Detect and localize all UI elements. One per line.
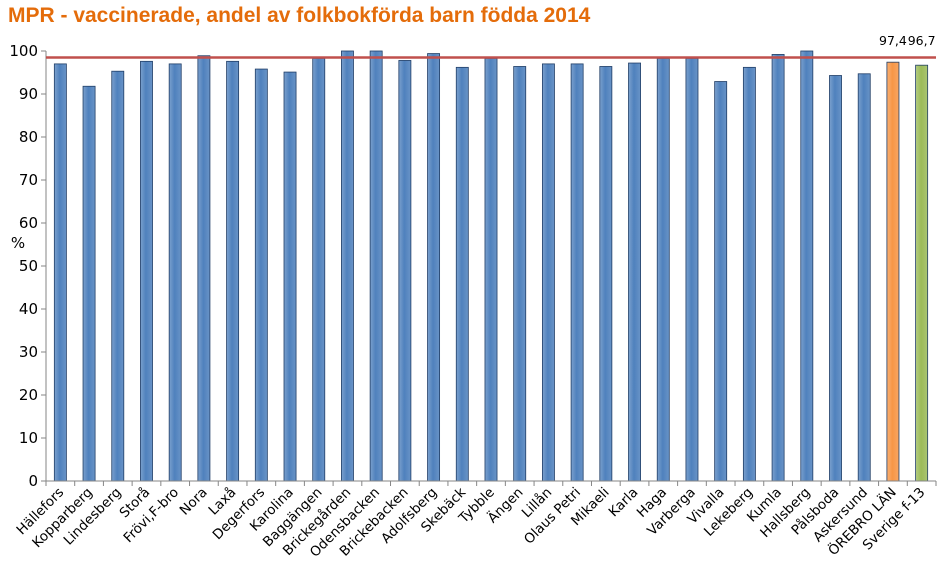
- y-axis: 0 10 20 30 40 50 60 70 80 90 100: [9, 42, 47, 490]
- y-tick-label: 20: [19, 386, 38, 404]
- bar: [398, 60, 412, 482]
- bar: [82, 85, 96, 482]
- bar: [427, 53, 441, 482]
- bar: [829, 75, 842, 482]
- data-label: 97,4: [879, 33, 907, 48]
- bar: [570, 63, 584, 482]
- x-tick-label: Karla: [606, 485, 642, 521]
- data-label: 96,7: [908, 33, 936, 48]
- y-tick-label: 10: [19, 429, 38, 447]
- bar: [168, 63, 182, 482]
- bar: [513, 66, 527, 482]
- data-labels: 97,4 96,7: [879, 33, 936, 48]
- y-tick-label: 60: [19, 214, 38, 232]
- x-tick-label: Nora: [177, 485, 211, 519]
- bar: [254, 68, 268, 482]
- bar: [455, 66, 469, 482]
- bar: [226, 60, 240, 482]
- bar: [140, 60, 153, 482]
- bar: [656, 57, 670, 482]
- bar: [800, 50, 814, 482]
- bar: [915, 64, 929, 482]
- x-axis: HälleforsKopparbergLindesbergStoråFrövi,…: [14, 480, 937, 561]
- bar: [541, 63, 555, 482]
- y-tick-label: 30: [19, 343, 38, 361]
- bar: [197, 55, 211, 482]
- y-tick-label: 50: [19, 257, 38, 275]
- y-tick-label: 100: [9, 42, 38, 60]
- bar: [771, 54, 785, 482]
- bar: [369, 50, 383, 482]
- y-tick-label: 0: [28, 472, 38, 490]
- y-axis-label: %: [11, 234, 25, 252]
- bar: [742, 66, 756, 482]
- bar: [886, 61, 900, 482]
- y-tick-label: 40: [19, 300, 38, 318]
- bar: [111, 70, 125, 482]
- bar: [312, 57, 326, 482]
- bar: [484, 57, 498, 482]
- y-tick-label: 70: [19, 171, 38, 189]
- bar: [628, 62, 641, 482]
- y-tick-label: 90: [19, 85, 38, 103]
- chart-title: MPR - vaccinerade, andel av folkbokförda…: [8, 4, 591, 27]
- bar: [53, 63, 67, 482]
- bar: [857, 73, 871, 482]
- bar: [599, 66, 613, 482]
- bar: [685, 57, 699, 482]
- bar: [714, 81, 728, 482]
- bar: [341, 50, 354, 482]
- bars: [53, 50, 929, 482]
- bar: [283, 71, 297, 482]
- y-tick-label: 80: [19, 128, 38, 146]
